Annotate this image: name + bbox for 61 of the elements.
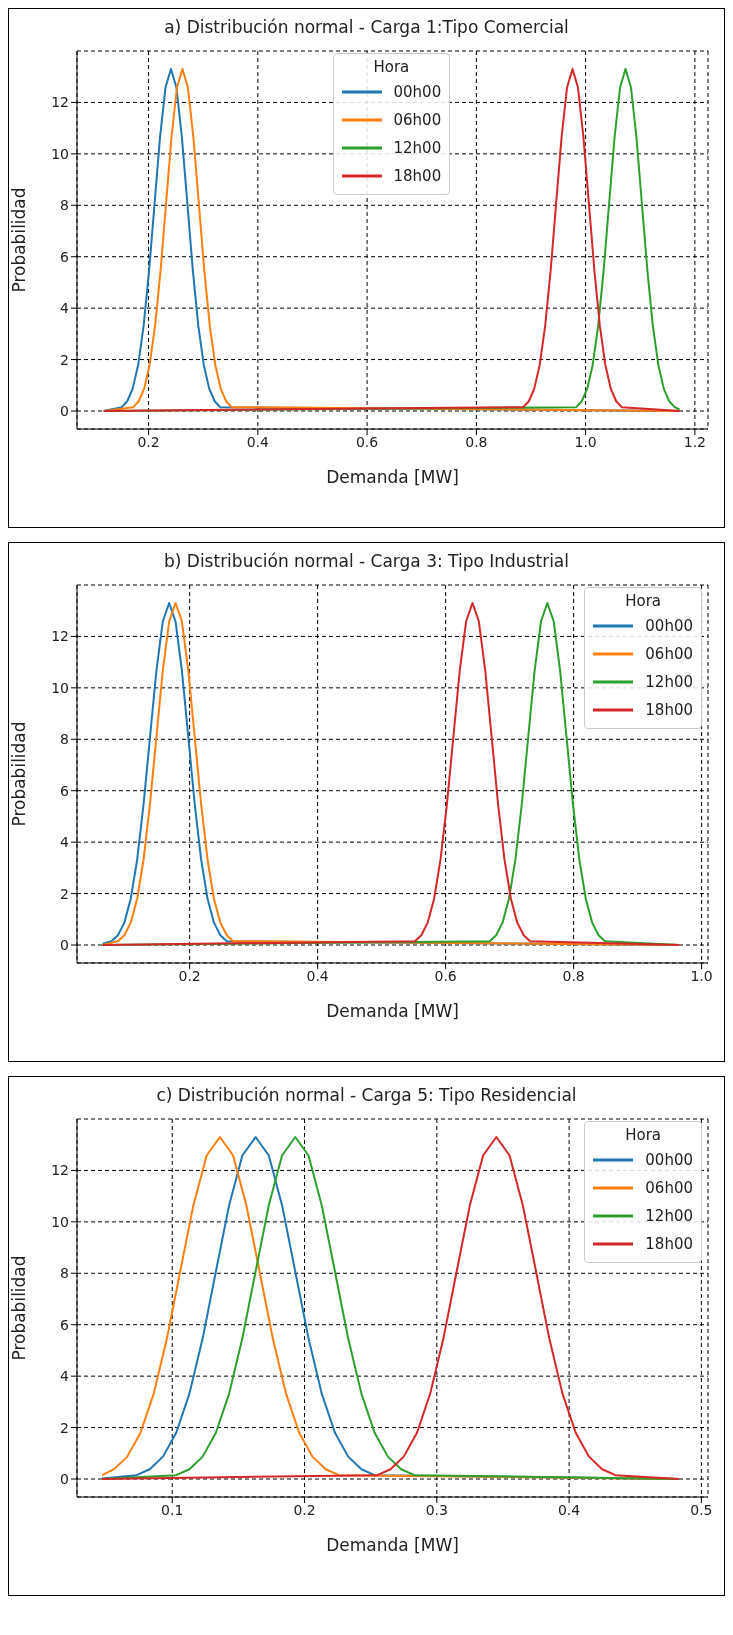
y-tick-label: 8 [60,1265,69,1282]
y-tick-label: 4 [60,1368,70,1385]
legend-label: 06h00 [645,645,693,663]
legend-label: 12h00 [645,673,693,691]
legend-label: 06h00 [393,111,442,129]
legend-label: 00h00 [645,1151,693,1169]
chart-title: c) Distribución normal - Carga 5: Tipo Residencial [155,1085,578,1107]
y-tick-label: 12 [51,628,69,645]
x-tick-label: 0.4 [557,1501,581,1518]
y-tick-label: 0 [60,402,69,419]
x-tick-label: 1.2 [683,433,707,450]
y-tick-label: 6 [60,782,70,799]
chart-title: a) Distribución normal - Carga 1:Tipo Comercial [163,17,570,39]
y-tick-label: 12 [51,1162,69,1179]
legend-title: Hora [624,592,663,610]
chart-title: b) Distribución normal - Carga 3: Tipo Industrial [162,551,570,573]
x-axis-title: Demanda [MW] [326,1001,459,1021]
y-tick-label: 2 [60,1419,69,1436]
legend-label: 12h00 [393,139,442,157]
x-tick-label: 0.2 [137,433,160,450]
legend-label: 18h00 [393,167,442,185]
x-tick-label: 0.4 [246,433,270,450]
legend-title: Hora [372,58,411,76]
x-tick-label: 1.0 [574,433,597,450]
x-tick-label: 0.4 [306,967,329,984]
x-tick-label: 0.6 [355,433,379,450]
x-tick-label: 0.8 [465,433,488,450]
y-tick-label: 4 [60,300,70,317]
y-tick-label: 0 [60,1470,69,1487]
legend-label: 06h00 [645,1179,693,1197]
x-axis-title: Demanda [MW] [326,1535,459,1555]
y-tick-label: 12 [51,94,69,111]
x-tick-label: 0.2 [293,1501,316,1518]
x-tick-label: 0.6 [434,967,457,984]
legend-label: 18h00 [645,1235,693,1253]
legend-label: 00h00 [645,617,693,635]
legend-title: Hora [624,1126,663,1144]
y-tick-label: 2 [60,351,69,368]
y-axis-title: Probabilidad [9,187,30,293]
y-tick-label: 8 [60,197,69,214]
x-axis-title: Demanda [MW] [326,467,459,487]
y-axis-title: Probabilidad [9,721,30,827]
y-tick-label: 6 [60,1316,70,1333]
y-tick-label: 10 [51,679,69,696]
y-tick-label: 6 [60,248,70,265]
y-tick-label: 10 [51,1213,69,1230]
legend-label: 18h00 [645,701,693,719]
x-tick-label: 0.5 [690,1501,713,1518]
legend-label: 00h00 [393,83,442,101]
x-tick-label: 0.8 [562,967,585,984]
x-tick-label: 1.0 [690,967,713,984]
y-tick-label: 8 [60,731,69,748]
y-tick-label: 0 [60,936,69,953]
y-tick-label: 2 [60,885,69,902]
x-tick-label: 0.1 [161,1501,184,1518]
x-tick-label: 0.3 [425,1501,448,1518]
x-tick-label: 0.2 [178,967,201,984]
y-tick-label: 4 [60,834,70,851]
legend-label: 12h00 [645,1207,693,1225]
y-tick-label: 10 [51,145,69,162]
y-axis-title: Probabilidad [9,1255,30,1361]
